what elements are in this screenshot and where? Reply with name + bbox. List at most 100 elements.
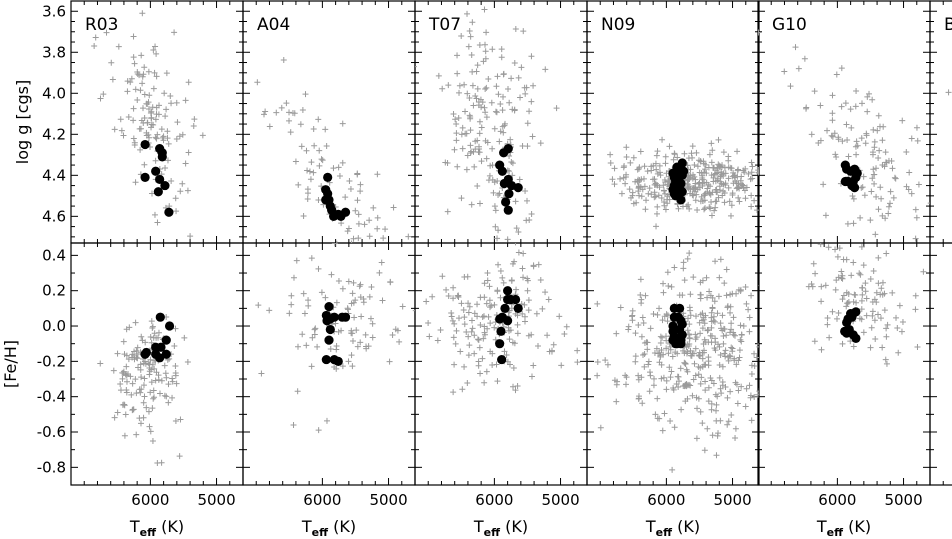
field-star-marker bbox=[386, 358, 393, 365]
field-star-marker bbox=[471, 163, 478, 170]
field-star-marker bbox=[666, 364, 673, 371]
field-star-marker bbox=[390, 204, 397, 211]
field-star-marker bbox=[880, 123, 887, 130]
field-star-marker bbox=[333, 346, 340, 353]
field-star-marker bbox=[675, 384, 682, 391]
field-star-marker bbox=[683, 344, 690, 351]
field-star-marker bbox=[142, 339, 149, 346]
field-star-marker bbox=[810, 260, 817, 267]
field-star-marker bbox=[316, 147, 323, 154]
field-star-marker bbox=[158, 377, 165, 384]
field-star-marker bbox=[483, 84, 490, 91]
field-star-marker bbox=[712, 198, 719, 205]
field-star-marker bbox=[684, 255, 691, 262]
field-star-marker bbox=[117, 116, 124, 123]
field-star-marker bbox=[736, 354, 743, 361]
field-star-marker bbox=[724, 421, 731, 428]
y-tick-label: 0.2 bbox=[42, 282, 66, 300]
panel-label: A04 bbox=[257, 15, 290, 35]
field-star-marker bbox=[124, 78, 131, 85]
field-star-marker bbox=[701, 206, 708, 213]
field-star-marker bbox=[801, 211, 807, 217]
field-star-marker bbox=[339, 363, 346, 370]
field-star-marker bbox=[151, 211, 158, 218]
field-star-marker bbox=[908, 135, 915, 142]
field-star-marker bbox=[712, 258, 719, 265]
field-star-marker bbox=[325, 260, 331, 266]
y-tick-label: 4.6 bbox=[42, 207, 66, 225]
field-star-marker bbox=[361, 266, 367, 272]
field-star-marker bbox=[838, 268, 845, 275]
field-star-marker bbox=[653, 223, 660, 230]
panel-label: R03 bbox=[85, 15, 118, 35]
field-star-marker bbox=[892, 175, 899, 182]
field-star-marker bbox=[838, 65, 845, 72]
field-star-marker bbox=[748, 371, 755, 378]
field-star-marker bbox=[724, 394, 731, 401]
field-star-marker bbox=[395, 281, 401, 287]
field-star-marker bbox=[611, 165, 618, 172]
field-star-marker bbox=[834, 253, 841, 260]
field-star-marker bbox=[472, 92, 479, 99]
field-star-marker bbox=[416, 295, 422, 301]
field-star-marker bbox=[325, 265, 331, 271]
field-star-marker bbox=[716, 374, 723, 381]
field-star-marker bbox=[723, 266, 730, 273]
field-star-marker bbox=[805, 283, 812, 290]
field-star-marker bbox=[651, 375, 658, 382]
field-star-marker bbox=[874, 127, 881, 134]
field-star-marker bbox=[429, 293, 436, 300]
field-star-marker bbox=[158, 459, 165, 466]
field-star-marker bbox=[174, 119, 181, 126]
field-star-marker bbox=[148, 190, 155, 197]
field-star-marker bbox=[130, 117, 137, 124]
field-star-marker bbox=[476, 130, 483, 137]
field-star-marker bbox=[151, 330, 158, 337]
field-star-marker bbox=[644, 168, 651, 175]
field-star-marker bbox=[478, 158, 485, 165]
field-star-marker bbox=[712, 204, 719, 211]
data-points bbox=[91, 6, 952, 473]
field-star-marker bbox=[474, 182, 481, 189]
selected-star-marker bbox=[140, 139, 150, 150]
selected-star-marker bbox=[155, 353, 165, 363]
field-star-marker bbox=[701, 447, 708, 454]
field-star-marker bbox=[862, 140, 869, 147]
field-star-marker bbox=[674, 154, 681, 161]
field-star-marker bbox=[550, 341, 557, 348]
field-star-marker bbox=[461, 321, 468, 328]
field-star-marker bbox=[471, 332, 478, 339]
field-star-marker bbox=[520, 296, 526, 302]
field-star-marker bbox=[870, 268, 877, 275]
field-star-marker bbox=[292, 158, 299, 165]
field-star-marker bbox=[756, 173, 759, 175]
y-axis-title-feh: [Fe/H] bbox=[1, 340, 20, 388]
field-star-marker bbox=[540, 248, 546, 254]
field-star-marker bbox=[742, 403, 749, 410]
field-star-marker bbox=[458, 300, 465, 307]
field-star-marker bbox=[871, 138, 878, 145]
field-star-marker bbox=[172, 195, 179, 202]
field-star-marker bbox=[711, 318, 718, 325]
x-tick-label: 5000 bbox=[369, 491, 407, 509]
field-star-marker bbox=[118, 127, 125, 134]
field-star-marker bbox=[155, 329, 162, 336]
field-star-marker bbox=[129, 406, 136, 413]
field-star-marker bbox=[474, 85, 481, 92]
field-star-marker bbox=[161, 392, 168, 399]
field-star-marker bbox=[655, 192, 662, 199]
panel-frame-n09-logg bbox=[586, 0, 760, 244]
field-star-marker bbox=[728, 202, 735, 209]
field-star-marker bbox=[496, 276, 502, 282]
field-star-marker bbox=[134, 344, 141, 351]
field-star-marker bbox=[163, 70, 170, 77]
selected-star-marker bbox=[513, 183, 523, 193]
selected-star-marker bbox=[157, 152, 167, 162]
field-star-marker bbox=[574, 347, 581, 354]
field-star-marker bbox=[890, 194, 897, 201]
field-star-marker bbox=[481, 379, 488, 386]
field-star-marker bbox=[545, 296, 552, 303]
field-star-marker bbox=[687, 291, 694, 298]
field-star-marker bbox=[833, 277, 840, 284]
field-star-marker bbox=[653, 210, 660, 217]
